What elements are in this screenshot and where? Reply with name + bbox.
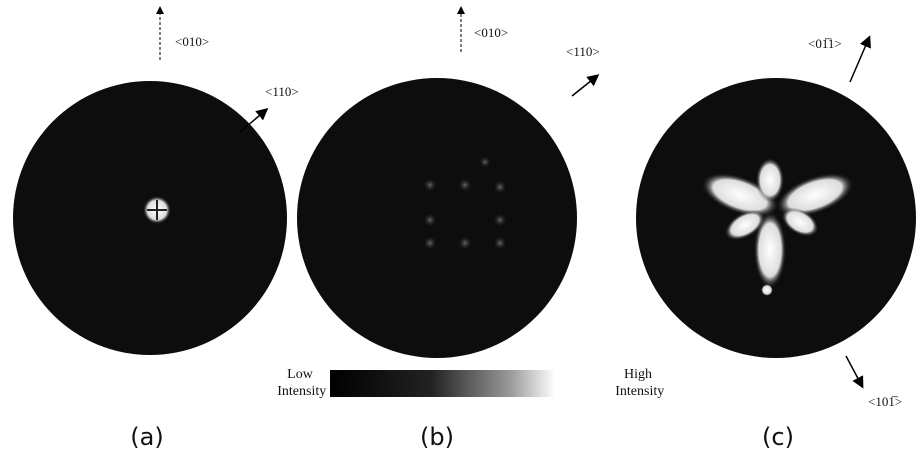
direction-label: <010>: [474, 25, 508, 40]
panel-label: (c): [762, 423, 794, 451]
direction-label: <110>: [566, 44, 600, 59]
direction-arrow: [572, 76, 597, 96]
direction-label: <01̅1>: [808, 36, 842, 51]
direction-label: <010>: [175, 34, 209, 49]
panel-label: (a): [130, 423, 163, 451]
pole-figure: [297, 78, 577, 358]
panel-label: (b): [420, 423, 454, 451]
colorbar-low-label: Low Intensity: [274, 367, 327, 399]
direction-arrow: [850, 38, 869, 82]
figure: <010> <110> (a) <010> <110> (b) <01̅1> <…: [0, 0, 917, 457]
direction-label: <101̅>: [868, 394, 902, 409]
high-text: High: [624, 367, 652, 382]
colorbar: [330, 370, 555, 397]
low-text: Low: [287, 367, 314, 382]
direction-label: <110>: [265, 84, 299, 99]
direction-arrow: [846, 356, 862, 386]
colorbar-high-label: High Intensity: [612, 367, 665, 399]
